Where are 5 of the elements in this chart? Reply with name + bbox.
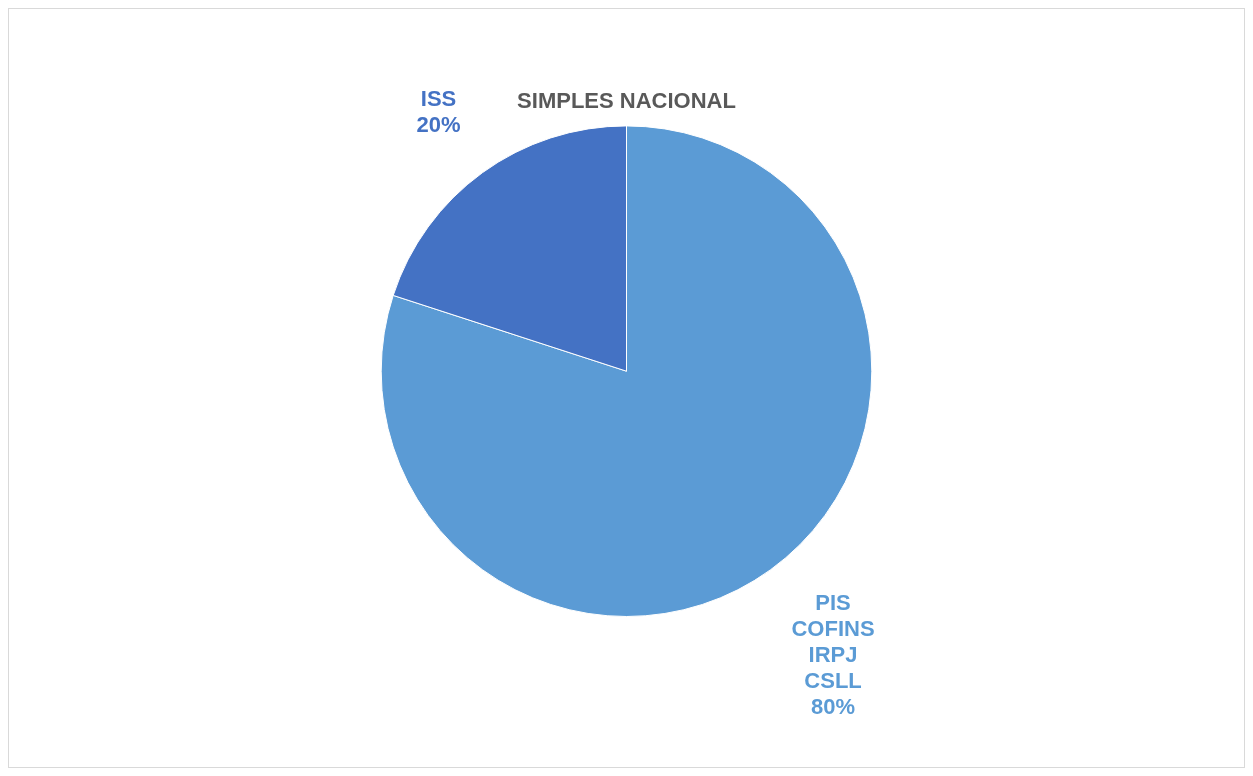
slice-label: ISS (420, 85, 457, 111)
slice-label: PIS COFINS IRPJ CSLL (791, 589, 875, 693)
chart-title: SIMPLES NACIONAL (517, 88, 736, 114)
data-label: 20% (416, 111, 461, 137)
data-label: 80% (811, 693, 856, 719)
